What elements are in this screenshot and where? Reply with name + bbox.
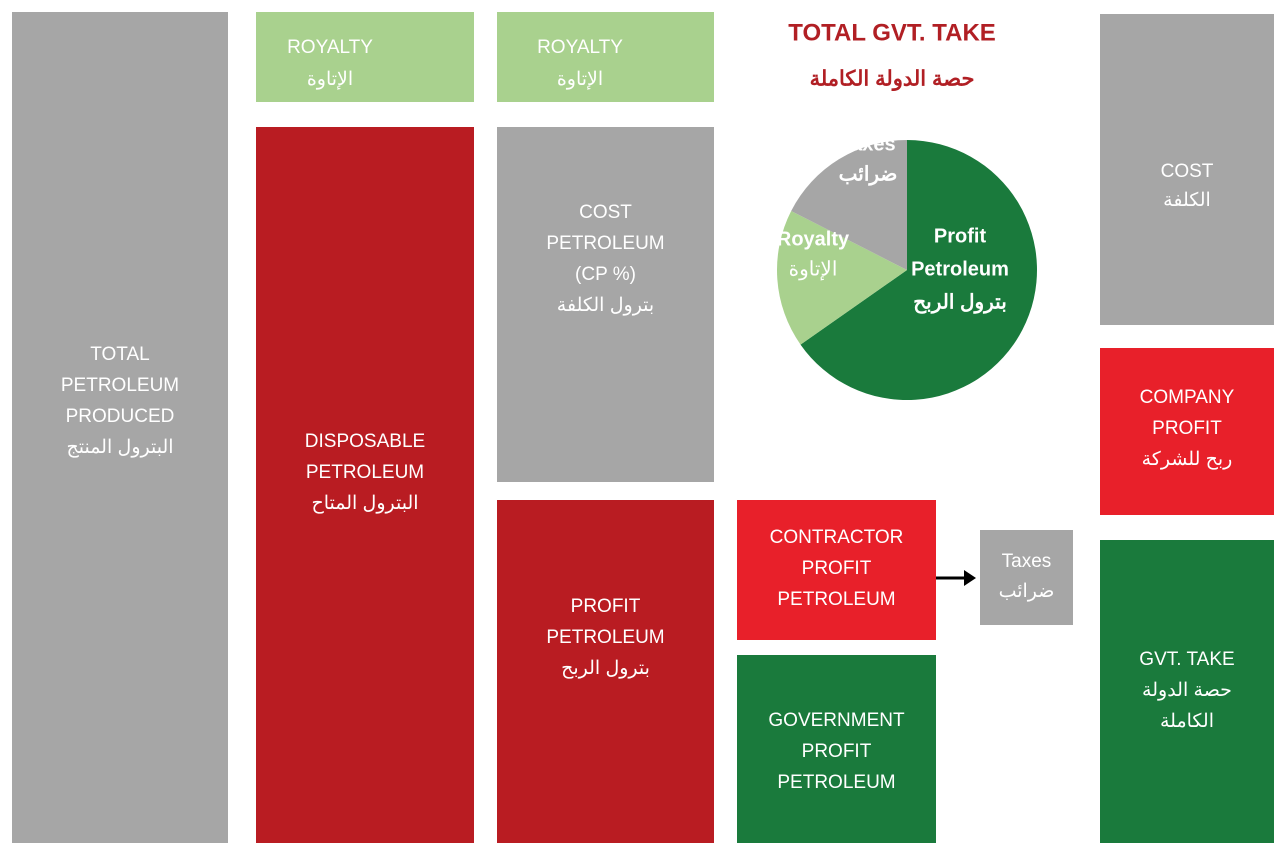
royalty1-label: الإتاوة [307, 69, 353, 90]
disposable-label: البترول المتاح [311, 493, 418, 514]
company-profit-label: ربح للشركة [1142, 449, 1233, 470]
gvt-take-box [1100, 540, 1274, 843]
pie-royalty-label: الإتاوة [789, 258, 838, 281]
pie-profit-label: Profit [934, 225, 987, 247]
total-box [12, 12, 228, 843]
royalty1-box [256, 12, 474, 102]
government-label: PROFIT [802, 741, 872, 762]
company-profit-box [1100, 348, 1274, 515]
company-profit-label: COMPANY [1140, 387, 1235, 408]
profit-petroleum-box [497, 500, 714, 843]
cost-petroleum-label: COST [579, 202, 632, 223]
gvt-take-label: GVT. TAKE [1139, 649, 1234, 670]
government-label: GOVERNMENT [768, 710, 905, 731]
disposable-label: PETROLEUM [306, 462, 424, 483]
pie-profit [800, 140, 1037, 400]
government-box [737, 655, 936, 843]
pie-profit-label: Petroleum [911, 258, 1009, 280]
government-label: PETROLEUM [777, 772, 895, 793]
cost-petroleum-label: (CP %) [575, 264, 636, 285]
profit-petroleum-label: PETROLEUM [546, 627, 664, 648]
disposable-label: DISPOSABLE [305, 431, 425, 452]
taxes-label: Taxes [1002, 551, 1052, 572]
royalty2-label: ROYALTY [537, 37, 623, 58]
pie-subtitle: حصة الدولة الكاملة [810, 68, 975, 92]
pie-royalty-label: Royalty [777, 228, 850, 250]
cost-petroleum-box [497, 127, 714, 482]
company-profit-label: PROFIT [1152, 418, 1222, 439]
contractor-label: PETROLEUM [777, 589, 895, 610]
pie-taxes-label: ضرائب [839, 163, 898, 186]
cost-petroleum-label: بترول الكلفة [557, 295, 654, 316]
pie-profit-label: بترول الربح [913, 291, 1007, 314]
contractor-label: CONTRACTOR [770, 527, 904, 548]
contractor-label: PROFIT [802, 558, 872, 579]
royalty1-label: ROYALTY [287, 37, 373, 58]
cost-petroleum-label: PETROLEUM [546, 233, 664, 254]
total-label: TOTAL [90, 344, 149, 365]
gvt-take-label: حصة الدولة [1142, 680, 1232, 701]
contractor-box [737, 500, 936, 640]
arrow-head [964, 570, 976, 586]
taxes-label: ضرائب [999, 581, 1055, 602]
disposable-box [256, 127, 474, 843]
total-label: PETROLEUM [61, 375, 179, 396]
total-label: PRODUCED [66, 406, 175, 427]
profit-petroleum-label: PROFIT [571, 596, 641, 617]
pie-taxes-label: Taxes [840, 133, 895, 155]
profit-petroleum-label: بترول الربح [561, 658, 650, 679]
cost-label: COST [1161, 161, 1214, 182]
royalty2-box [497, 12, 714, 102]
cost-box [1100, 14, 1274, 325]
cost-label: الكلفة [1163, 190, 1211, 211]
gvt-take-label: الكاملة [1160, 711, 1214, 732]
taxes-box [980, 530, 1073, 625]
pie-taxes [791, 140, 907, 270]
pie-title: TOTAL GVT. TAKE [788, 19, 996, 46]
total-label: البترول المنتج [66, 437, 173, 458]
pie-royalty [777, 210, 907, 345]
royalty2-label: الإتاوة [557, 69, 603, 90]
